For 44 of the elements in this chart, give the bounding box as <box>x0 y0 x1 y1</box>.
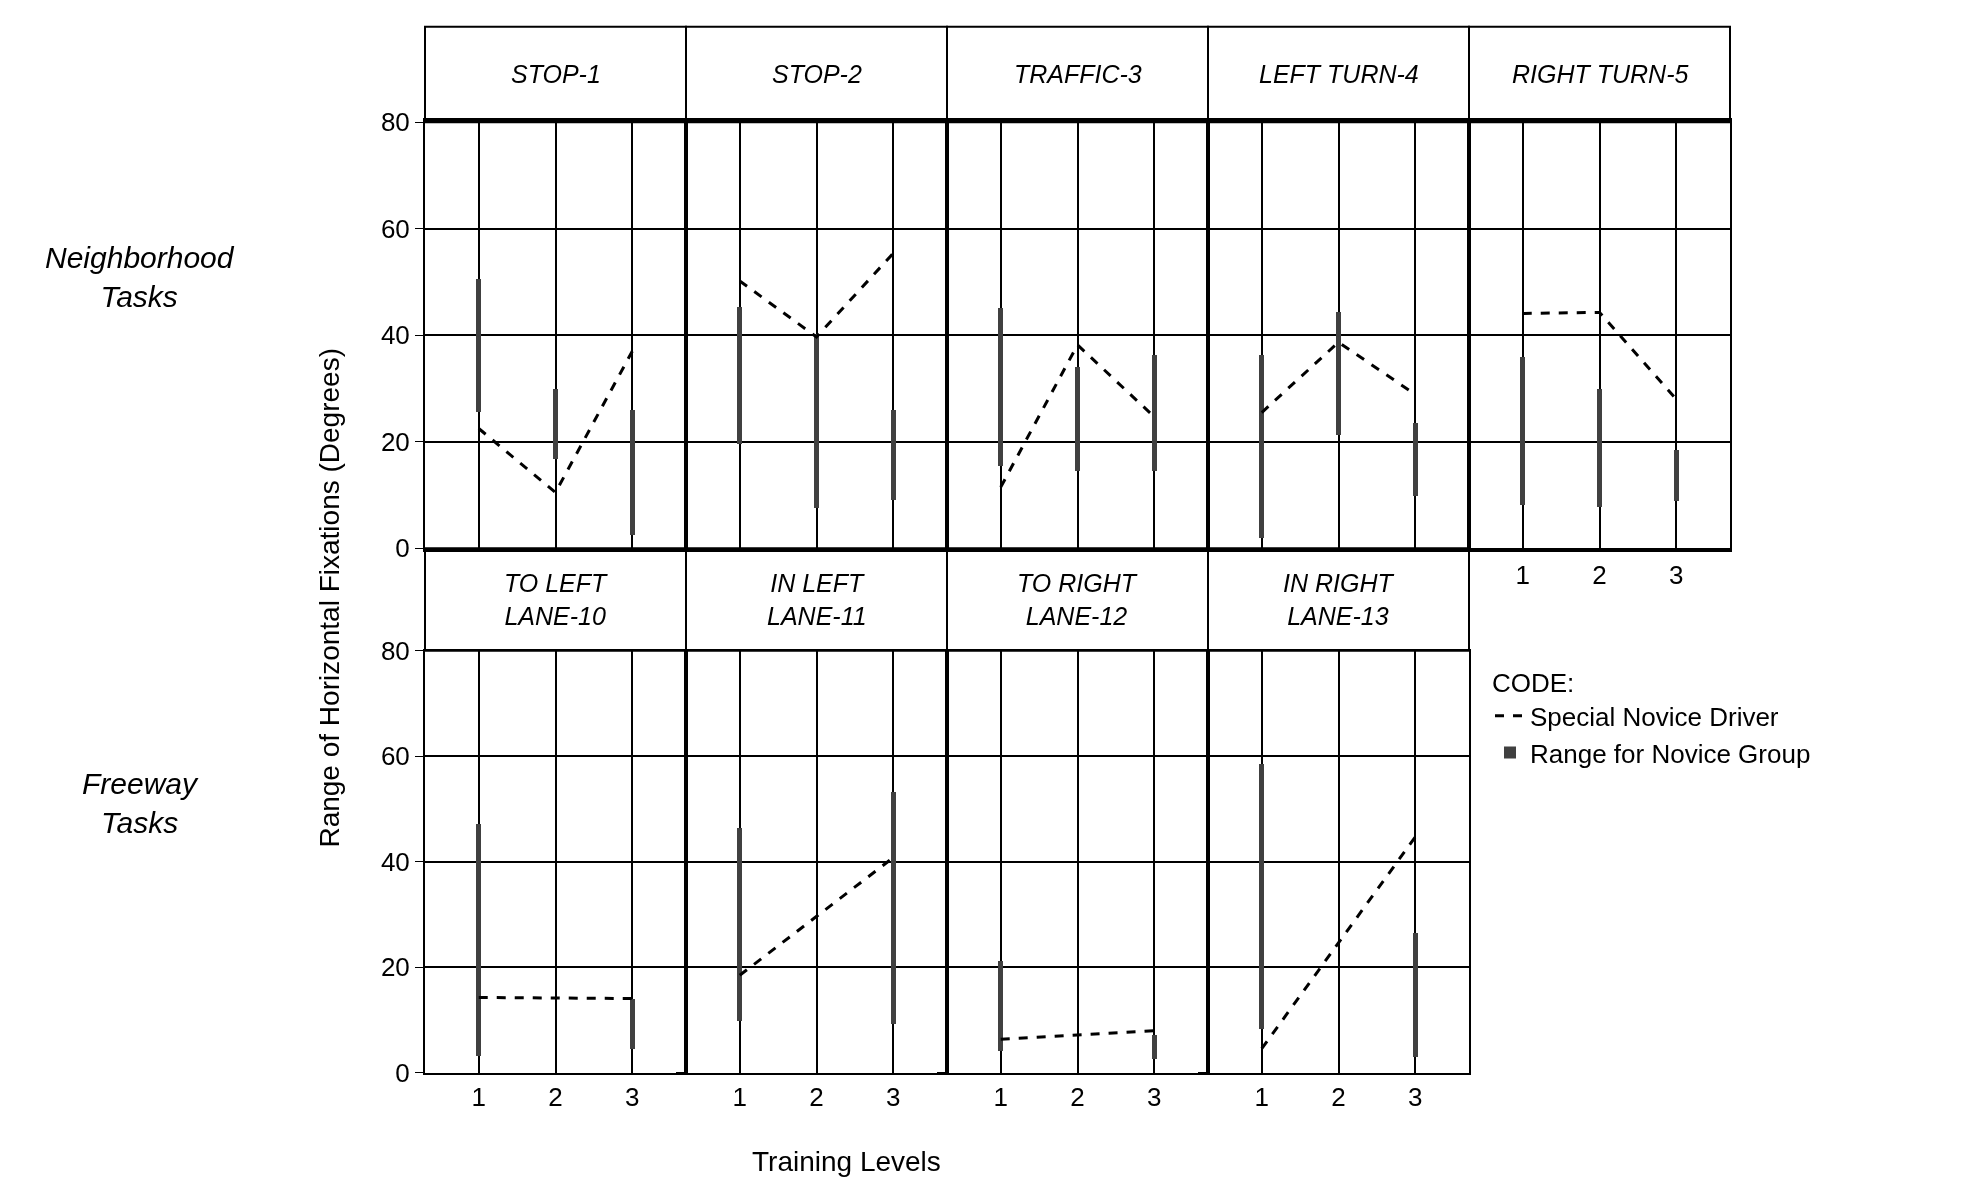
chart-title: TO LEFT LANE-10 <box>504 569 609 630</box>
y-tick-label: 20 <box>380 426 410 457</box>
x-tick-label: 3 <box>625 1082 640 1113</box>
x-tick-label: 1 <box>993 1082 1008 1113</box>
chart-title: STOP-2 <box>772 60 862 88</box>
chart-title: IN RIGHT LANE-13 <box>1283 569 1395 630</box>
x-tick-label: 2 <box>1592 559 1607 590</box>
x-tick-label: 1 <box>471 1082 486 1113</box>
text: Neighborhood Tasks <box>45 241 235 313</box>
legend-label: Special Novice Driver <box>1530 701 1779 732</box>
chart-title: STOP-1 <box>511 60 601 88</box>
y-tick-label: 80 <box>380 107 410 138</box>
y-axis-title: Range of Horizontal Fixations (Degrees) <box>314 348 346 848</box>
x-tick-label: 2 <box>809 1082 824 1113</box>
text: Freeway Tasks <box>82 767 200 839</box>
bar <box>553 389 558 460</box>
x-tick-label: 3 <box>1669 559 1684 590</box>
y-tick-label: 60 <box>380 741 410 772</box>
y-tick-label: 40 <box>380 320 410 351</box>
x-tick-label: 1 <box>1254 1082 1269 1113</box>
chart-title: TO RIGHT LANE-12 <box>1017 569 1138 630</box>
y-tick-label: 80 <box>380 635 410 666</box>
x-tick-label: 2 <box>548 1082 563 1113</box>
chart-title: LEFT TURN-4 <box>1259 60 1419 88</box>
x-tick-label: 1 <box>1515 559 1530 590</box>
bar <box>476 279 481 413</box>
y-tick-label: 20 <box>380 952 410 983</box>
legend-title: CODE: <box>1492 668 1575 699</box>
legend-label: Range for Novice Group <box>1530 738 1811 769</box>
x-tick-label: 3 <box>886 1082 901 1113</box>
y-tick-label: 0 <box>395 1058 410 1089</box>
chart-title: TRAFFIC-3 <box>1014 60 1142 88</box>
x-tick-label: 3 <box>1408 1082 1423 1113</box>
y-tick-label: 0 <box>395 533 410 564</box>
x-tick-label: 3 <box>1147 1082 1162 1113</box>
chart-title: IN LEFT LANE-11 <box>767 569 867 630</box>
y-tick-label: 60 <box>380 213 410 244</box>
x-tick-label: 2 <box>1070 1082 1085 1113</box>
bar <box>630 410 635 536</box>
x-tick-label: 1 <box>732 1082 747 1113</box>
chart-title: RIGHT TURN-5 <box>1512 60 1689 88</box>
y-tick-label: 40 <box>380 846 410 877</box>
x-axis-title: Training Levels <box>752 1146 941 1177</box>
x-tick-label: 2 <box>1331 1082 1346 1113</box>
